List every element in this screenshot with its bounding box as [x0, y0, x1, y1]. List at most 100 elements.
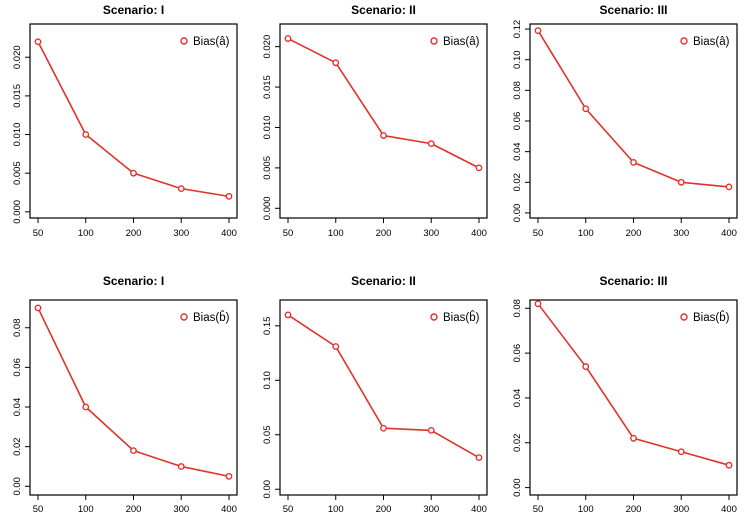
x-tick-label: 300: [173, 504, 189, 515]
panel-bias-b-scenario-3: Scenario: III 0.00 0.02 0.04 0.06 0.08 50 100 20…: [512, 274, 738, 515]
y-tick-label: 0.015: [262, 75, 273, 99]
data-point-marker: [130, 447, 137, 455]
bias-line: [287, 37, 480, 169]
y-tick-label: 0.06: [512, 344, 523, 363]
y-tick-label: 0.08: [512, 81, 523, 100]
legend-label: Bias(b̂): [443, 310, 480, 324]
y-tick-label: 0.04: [12, 398, 23, 417]
legend-marker-icon: [180, 37, 188, 45]
y-tick-label: 0.020: [262, 35, 273, 59]
x-tick-label: 400: [221, 228, 237, 239]
data-point-marker: [177, 185, 185, 193]
data-point-marker: [284, 35, 292, 42]
y-tick-label: 0.10: [512, 50, 523, 69]
y-tick-label: 0.005: [12, 161, 23, 185]
y-tick-label: 0.04: [512, 389, 523, 408]
y-tick-label: 0.020: [12, 45, 23, 69]
y-tick-label: 0.000: [12, 200, 23, 224]
data-point-marker: [475, 454, 483, 462]
y-tick-label: 0.00: [512, 204, 523, 223]
x-tick-label: 50: [33, 228, 44, 239]
x-tick-label: 50: [33, 504, 44, 515]
panel-title: Scenario: II: [351, 274, 416, 288]
panel-bias-b-scenario-2: Scenario: II 0.00 0.05 0.10 0.15 50 100 200 300 4…: [262, 274, 488, 515]
y-tick-label: 0.08: [512, 299, 523, 318]
y-tick-label: 0.000: [262, 196, 273, 220]
x-tick-label: 300: [673, 504, 689, 515]
panel-bias-a-scenario-2: Scenario: II 0.000 0.005 0.010 0.015 0.020 50 1…: [262, 3, 488, 239]
data-point-marker: [130, 169, 137, 177]
y-tick-label: 0.00: [12, 477, 23, 496]
data-point-marker: [427, 140, 435, 148]
data-point-marker: [82, 403, 90, 411]
x-tick-label: 300: [673, 228, 689, 239]
x-tick-label: 300: [423, 504, 439, 515]
data-point-marker: [380, 132, 387, 139]
y-tick-label: 0.15: [262, 317, 273, 336]
y-tick-label: 0.005: [262, 156, 273, 180]
y-tick-label: 0.02: [12, 437, 23, 456]
x-tick-label: 400: [471, 228, 487, 239]
plot-box: [29, 23, 238, 219]
x-tick-label: 300: [423, 228, 439, 239]
x-tick-label: 100: [328, 504, 344, 515]
y-tick-label: 0.04: [512, 142, 523, 161]
y-tick-label: 0.10: [262, 371, 273, 390]
data-point-marker: [630, 158, 637, 166]
legend-marker-icon: [180, 313, 188, 321]
panel-title: Scenario: I: [103, 274, 164, 288]
data-point-marker: [475, 164, 483, 172]
y-tick-label: 0.08: [12, 318, 23, 337]
panel-bias-a-scenario-3: Scenario: III 0.00 0.02 0.04 0.06 0.08 0.10 0.1…: [512, 3, 738, 239]
panel-title: Scenario: III: [599, 3, 667, 17]
data-point-marker: [534, 27, 542, 34]
legend-marker-icon: [430, 313, 438, 321]
data-point-marker: [284, 311, 292, 319]
data-point-marker: [534, 300, 542, 308]
y-tick-label: 0.12: [512, 20, 523, 38]
data-point-marker: [177, 463, 185, 470]
panel-title: Scenario: I: [103, 3, 164, 17]
y-tick-label: 0.00: [262, 480, 273, 499]
legend-label: Bias(â): [193, 36, 230, 48]
data-point-marker: [34, 304, 42, 312]
x-tick-label: 200: [376, 228, 392, 239]
x-tick-label: 50: [283, 228, 294, 239]
legend-marker-icon: [680, 313, 688, 321]
data-point-marker: [725, 461, 733, 469]
x-tick-label: 50: [283, 504, 294, 515]
x-tick-label: 100: [328, 228, 344, 239]
x-tick-label: 100: [78, 504, 94, 515]
x-tick-label: 50: [533, 504, 544, 515]
data-point-marker: [34, 38, 42, 46]
legend-marker-icon: [680, 37, 688, 45]
y-tick-label: 0.010: [12, 123, 23, 147]
data-point-marker: [677, 178, 685, 186]
data-point-marker: [332, 59, 340, 67]
data-point-marker: [677, 448, 685, 456]
x-tick-label: 100: [578, 504, 594, 515]
x-tick-label: 400: [721, 504, 737, 515]
data-point-marker: [380, 424, 387, 432]
y-tick-label: 0.02: [512, 434, 523, 453]
x-tick-label: 300: [173, 228, 189, 239]
legend-marker-icon: [430, 37, 438, 45]
x-tick-label: 200: [376, 504, 392, 515]
y-tick-label: 0.06: [12, 358, 23, 377]
x-tick-label: 400: [221, 504, 237, 515]
legend-label: Bias(b̂): [193, 310, 230, 324]
x-tick-label: 200: [126, 228, 142, 239]
y-tick-label: 0.02: [512, 173, 523, 192]
legend-label: Bias(â): [443, 36, 480, 48]
y-tick-label: 0.00: [512, 478, 523, 497]
plot-box: [529, 23, 738, 219]
x-tick-label: 400: [471, 504, 487, 515]
x-tick-label: 100: [578, 228, 594, 239]
x-tick-label: 400: [721, 228, 737, 239]
x-tick-label: 50: [533, 228, 544, 239]
data-point-marker: [332, 343, 340, 350]
data-point-marker: [582, 363, 590, 370]
bias-line: [287, 314, 480, 459]
data-point-marker: [630, 434, 637, 442]
